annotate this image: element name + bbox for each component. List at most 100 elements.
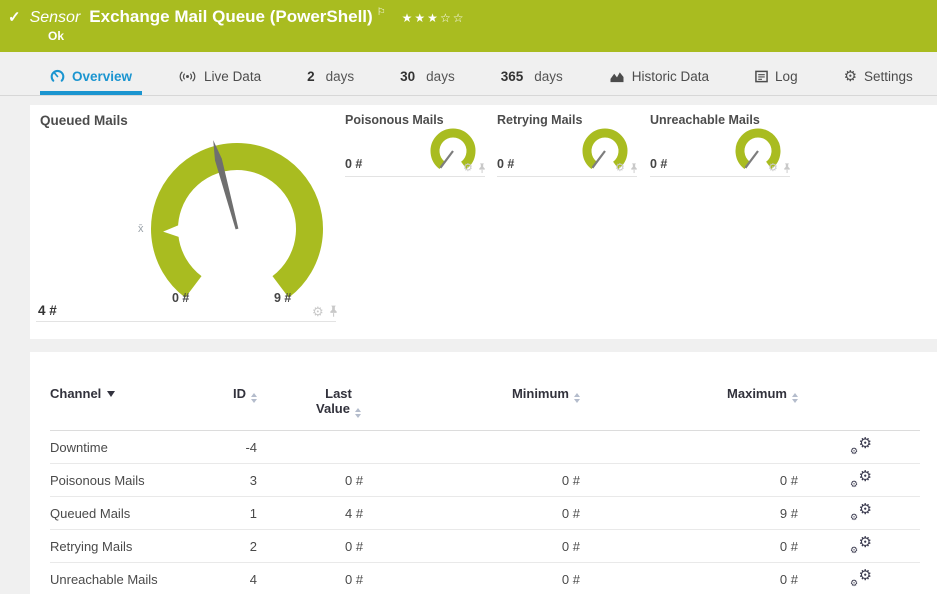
table-row: Downtime -4 ⚙ ⚙ xyxy=(50,430,920,464)
channel-maximum: 0 # xyxy=(580,529,798,563)
sort-icon xyxy=(574,393,580,403)
gauge-actions: ⚙ xyxy=(615,162,638,174)
channel-last-value: 0 # xyxy=(257,562,420,594)
gauge-title: Retrying Mails xyxy=(497,113,583,127)
pin-icon[interactable] xyxy=(783,162,791,174)
channel-id: 3 xyxy=(200,463,257,497)
gauge-actions: ⚙ xyxy=(312,305,338,318)
channel-name: Queued Mails xyxy=(50,496,200,530)
column-header-actions xyxy=(798,372,920,431)
tab-number: 365 xyxy=(500,69,524,84)
gauge-settings-gear-icon[interactable]: ⚙ xyxy=(768,162,778,174)
channels-panel: Channel ID Last Value Minimum Maximum Dow… xyxy=(30,352,937,594)
pin-icon[interactable] xyxy=(630,162,638,174)
gauge-current-value: 0 # xyxy=(650,157,668,171)
channel-last-value xyxy=(257,430,420,464)
channel-id: 2 xyxy=(200,529,257,563)
edit-channel-icon[interactable]: ⚙ ⚙ xyxy=(850,566,872,588)
tab-log[interactable]: Log xyxy=(745,61,808,95)
tab-number: 30 xyxy=(400,69,416,84)
channel-name: Downtime xyxy=(50,430,200,464)
table-row: Poisonous Mails 3 0 # 0 # 0 # ⚙ ⚙ xyxy=(50,463,920,497)
gauge-cell-unreachable-mails: Unreachable Mails 0 # ⚙ xyxy=(650,105,802,339)
edit-channel-icon[interactable]: ⚙ ⚙ xyxy=(850,533,872,555)
gauge-cell-poisonous-mails: Poisonous Mails 0 # ⚙ xyxy=(345,105,497,339)
sort-icon xyxy=(251,393,257,403)
channel-name: Poisonous Mails xyxy=(50,463,200,497)
table-row: Unreachable Mails 4 0 # 0 # 0 # ⚙ ⚙ xyxy=(50,562,920,594)
status-ok-check-icon: ✓ xyxy=(8,9,21,26)
table-row: Queued Mails 1 4 # 0 # 9 # ⚙ ⚙ xyxy=(50,496,920,530)
pin-icon[interactable] xyxy=(478,162,486,174)
column-header-channel[interactable]: Channel xyxy=(50,372,200,431)
gauge-scale-min: 0 # xyxy=(172,291,190,305)
tab-unit: days xyxy=(325,69,355,84)
gauge-actions: ⚙ xyxy=(463,162,486,174)
sensor-title-row: ✓ Sensor Exchange Mail Queue (PowerShell… xyxy=(8,7,465,27)
gauge-actions: ⚙ xyxy=(768,162,791,174)
queued-mails-gauge xyxy=(151,140,323,298)
edit-channel-icon[interactable]: ⚙ ⚙ xyxy=(850,434,872,456)
channel-minimum: 0 # xyxy=(420,562,580,594)
sort-icon xyxy=(354,408,361,418)
channel-last-value: 0 # xyxy=(257,463,420,497)
tab-label: Settings xyxy=(864,69,913,84)
sensor-kind-label: Sensor xyxy=(29,9,81,26)
tab-historic-data[interactable]: Historic Data xyxy=(599,61,719,95)
log-list-icon xyxy=(755,70,768,83)
unreachable-mails-gauge xyxy=(735,128,781,169)
channel-maximum: 9 # xyxy=(580,496,798,530)
column-header-maximum[interactable]: Maximum xyxy=(580,372,798,431)
gear-icon: ⚙ xyxy=(843,68,858,85)
cell-divider xyxy=(345,176,485,177)
column-header-id[interactable]: ID xyxy=(200,372,257,431)
gauge-settings-gear-icon[interactable]: ⚙ xyxy=(312,303,324,319)
channels-table: Channel ID Last Value Minimum Maximum Dow… xyxy=(50,372,920,594)
pin-icon[interactable] xyxy=(329,305,338,318)
flag-icon: ⚐ xyxy=(376,7,386,18)
channel-minimum: 0 # xyxy=(420,496,580,530)
sort-icon xyxy=(792,393,798,403)
gauge-title: Poisonous Mails xyxy=(345,113,444,127)
area-chart-icon xyxy=(609,70,625,83)
channel-id: -4 xyxy=(200,430,257,464)
channel-name: Retrying Mails xyxy=(50,529,200,563)
gauge-current-value: 0 # xyxy=(345,157,363,171)
gauge-scale-max: 9 # xyxy=(274,291,292,305)
channel-maximum xyxy=(580,430,798,464)
gauge-settings-gear-icon[interactable]: ⚙ xyxy=(463,162,473,174)
channel-minimum xyxy=(420,430,580,464)
cell-divider xyxy=(497,176,637,177)
column-header-last-value[interactable]: Last Value xyxy=(257,372,420,431)
tab-number: 2 xyxy=(307,69,315,84)
poisonous-mails-gauge xyxy=(430,128,476,169)
gauge-settings-gear-icon[interactable]: ⚙ xyxy=(615,162,625,174)
page-title: Exchange Mail Queue (PowerShell) xyxy=(89,7,373,26)
edit-channel-icon[interactable]: ⚙ ⚙ xyxy=(850,467,872,489)
tab-30-days[interactable]: 30 days xyxy=(390,61,465,95)
column-header-minimum[interactable]: Minimum xyxy=(420,372,580,431)
gauge-icon xyxy=(50,69,65,84)
average-marker-label: x̄ xyxy=(138,223,144,235)
gauge-current-value: 4 # xyxy=(38,303,57,318)
priority-stars[interactable]: ★★★☆☆ xyxy=(402,11,466,25)
tab-365-days[interactable]: 365 days xyxy=(491,61,573,95)
channel-id: 1 xyxy=(200,496,257,530)
sort-desc-icon xyxy=(107,391,116,397)
channel-minimum: 0 # xyxy=(420,463,580,497)
cell-divider xyxy=(650,176,790,177)
tab-overview[interactable]: Overview xyxy=(40,61,143,95)
tab-label: Log xyxy=(775,69,798,84)
channel-last-value: 4 # xyxy=(257,496,420,530)
live-signal-icon xyxy=(178,70,197,83)
channel-last-value: 0 # xyxy=(257,529,420,563)
channel-maximum: 0 # xyxy=(580,463,798,497)
tab-label: Live Data xyxy=(204,69,262,84)
channel-name: Unreachable Mails xyxy=(50,562,200,594)
tab-unit: days xyxy=(534,69,563,84)
tab-2-days[interactable]: 2 days xyxy=(297,61,364,95)
channel-minimum: 0 # xyxy=(420,529,580,563)
edit-channel-icon[interactable]: ⚙ ⚙ xyxy=(850,500,872,522)
tab-live-data[interactable]: Live Data xyxy=(168,61,271,95)
tab-settings[interactable]: ⚙ Settings xyxy=(834,61,923,95)
